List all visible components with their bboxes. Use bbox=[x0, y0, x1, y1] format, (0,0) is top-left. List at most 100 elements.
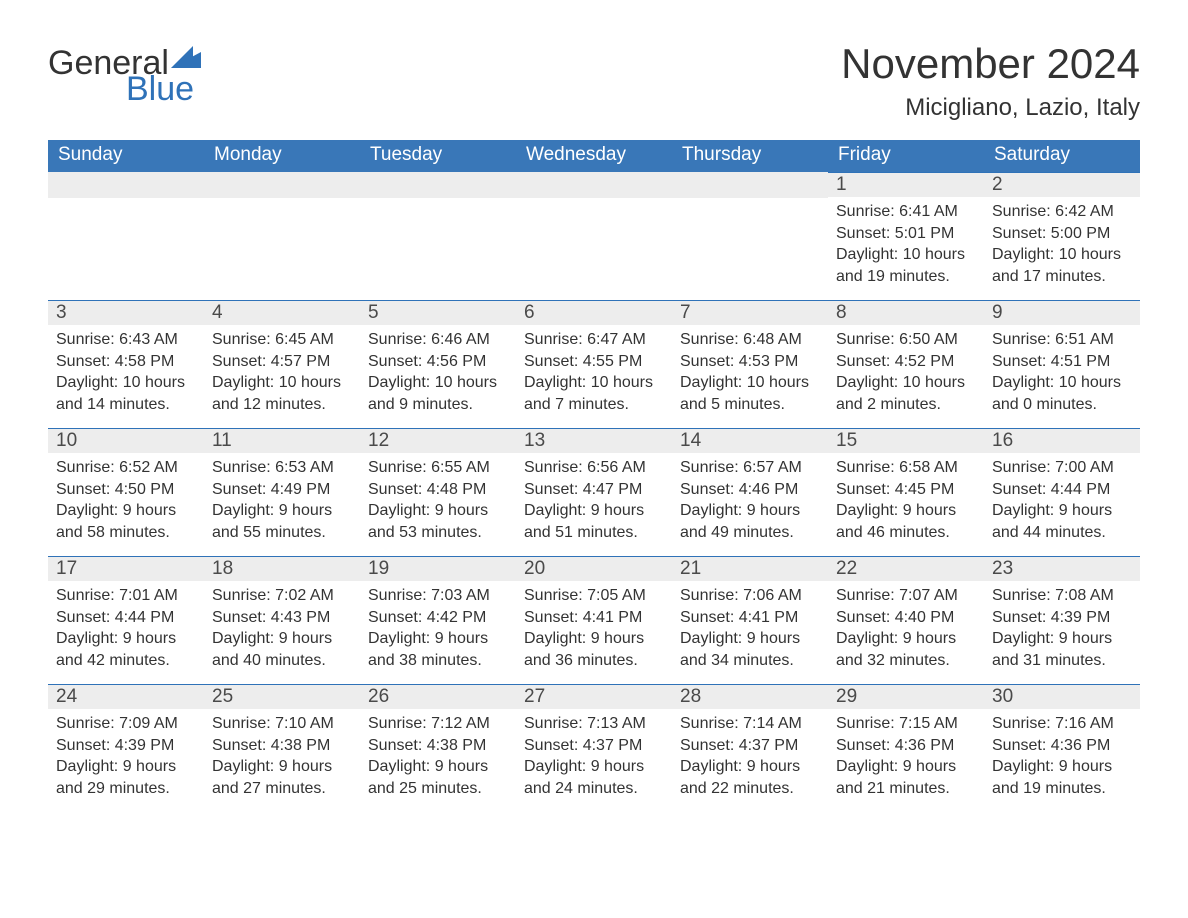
day-details: Sunrise: 6:43 AMSunset: 4:58 PMDaylight:… bbox=[48, 325, 204, 419]
day-number: 11 bbox=[204, 428, 360, 453]
logo-text-blue: Blue bbox=[126, 72, 201, 106]
day-wrap: 18Sunrise: 7:02 AMSunset: 4:43 PMDayligh… bbox=[204, 556, 360, 684]
day-details: Sunrise: 7:15 AMSunset: 4:36 PMDaylight:… bbox=[828, 709, 984, 803]
sunrise-text: Sunrise: 7:01 AM bbox=[56, 585, 196, 607]
day-number: 8 bbox=[828, 300, 984, 325]
sunrise-text: Sunrise: 7:14 AM bbox=[680, 713, 820, 735]
day-details: Sunrise: 7:08 AMSunset: 4:39 PMDaylight:… bbox=[984, 581, 1140, 675]
sunset-text: Sunset: 4:57 PM bbox=[212, 351, 352, 373]
calendar-cell: 30Sunrise: 7:16 AMSunset: 4:36 PMDayligh… bbox=[984, 684, 1140, 812]
calendar-week-row: 24Sunrise: 7:09 AMSunset: 4:39 PMDayligh… bbox=[48, 684, 1140, 812]
day-number: 22 bbox=[828, 556, 984, 581]
sunrise-text: Sunrise: 7:13 AM bbox=[524, 713, 664, 735]
daylight-text: Daylight: 10 hours and 2 minutes. bbox=[836, 372, 976, 415]
sunrise-text: Sunrise: 6:42 AM bbox=[992, 201, 1132, 223]
sunrise-text: Sunrise: 7:10 AM bbox=[212, 713, 352, 735]
weekday-header: Sunday bbox=[48, 140, 204, 172]
sunrise-text: Sunrise: 6:48 AM bbox=[680, 329, 820, 351]
weekday-header: Friday bbox=[828, 140, 984, 172]
sunset-text: Sunset: 4:45 PM bbox=[836, 479, 976, 501]
day-number: 27 bbox=[516, 684, 672, 709]
sunrise-text: Sunrise: 7:00 AM bbox=[992, 457, 1132, 479]
calendar-cell: 19Sunrise: 7:03 AMSunset: 4:42 PMDayligh… bbox=[360, 556, 516, 684]
sunset-text: Sunset: 5:00 PM bbox=[992, 223, 1132, 245]
calendar-cell: 23Sunrise: 7:08 AMSunset: 4:39 PMDayligh… bbox=[984, 556, 1140, 684]
day-details: Sunrise: 6:53 AMSunset: 4:49 PMDaylight:… bbox=[204, 453, 360, 547]
calendar-page: General Blue November 2024 Micigliano, L… bbox=[0, 0, 1188, 832]
day-number: 25 bbox=[204, 684, 360, 709]
sunset-text: Sunset: 4:44 PM bbox=[56, 607, 196, 629]
day-wrap: 4Sunrise: 6:45 AMSunset: 4:57 PMDaylight… bbox=[204, 300, 360, 428]
sunset-text: Sunset: 4:47 PM bbox=[524, 479, 664, 501]
sunrise-text: Sunrise: 7:15 AM bbox=[836, 713, 976, 735]
calendar-week-row: 17Sunrise: 7:01 AMSunset: 4:44 PMDayligh… bbox=[48, 556, 1140, 684]
day-details: Sunrise: 6:58 AMSunset: 4:45 PMDaylight:… bbox=[828, 453, 984, 547]
day-wrap: 26Sunrise: 7:12 AMSunset: 4:38 PMDayligh… bbox=[360, 684, 516, 812]
day-number: 30 bbox=[984, 684, 1140, 709]
calendar-cell: 11Sunrise: 6:53 AMSunset: 4:49 PMDayligh… bbox=[204, 428, 360, 556]
day-wrap: 10Sunrise: 6:52 AMSunset: 4:50 PMDayligh… bbox=[48, 428, 204, 556]
day-number: 17 bbox=[48, 556, 204, 581]
month-title: November 2024 bbox=[841, 40, 1140, 88]
calendar-cell: 17 Sunrise: 7:01 AMSunset: 4:44 PMDayligh… bbox=[48, 556, 204, 684]
sunset-text: Sunset: 4:48 PM bbox=[368, 479, 508, 501]
sunrise-text: Sunrise: 6:43 AM bbox=[56, 329, 196, 351]
sunset-text: Sunset: 4:40 PM bbox=[836, 607, 976, 629]
daylight-text: Daylight: 9 hours and 34 minutes. bbox=[680, 628, 820, 671]
day-wrap: 15Sunrise: 6:58 AMSunset: 4:45 PMDayligh… bbox=[828, 428, 984, 556]
day-details: Sunrise: 6:50 AMSunset: 4:52 PMDaylight:… bbox=[828, 325, 984, 419]
calendar-cell: 8Sunrise: 6:50 AMSunset: 4:52 PMDaylight… bbox=[828, 300, 984, 428]
day-details: Sunrise: 6:46 AMSunset: 4:56 PMDaylight:… bbox=[360, 325, 516, 419]
day-wrap: 5Sunrise: 6:46 AMSunset: 4:56 PMDaylight… bbox=[360, 300, 516, 428]
day-number: 6 bbox=[516, 300, 672, 325]
day-number: 4 bbox=[204, 300, 360, 325]
sunrise-text: Sunrise: 7:12 AM bbox=[368, 713, 508, 735]
daylight-text: Daylight: 9 hours and 36 minutes. bbox=[524, 628, 664, 671]
sunset-text: Sunset: 4:37 PM bbox=[680, 735, 820, 757]
day-details: Sunrise: 7:16 AMSunset: 4:36 PMDaylight:… bbox=[984, 709, 1140, 803]
sunset-text: Sunset: 4:41 PM bbox=[524, 607, 664, 629]
sunrise-text: Sunrise: 6:47 AM bbox=[524, 329, 664, 351]
sunrise-text: Sunrise: 7:09 AM bbox=[56, 713, 196, 735]
sunset-text: Sunset: 4:55 PM bbox=[524, 351, 664, 373]
sunrise-text: Sunrise: 6:41 AM bbox=[836, 201, 976, 223]
sunrise-text: Sunrise: 7:07 AM bbox=[836, 585, 976, 607]
day-wrap: 19Sunrise: 7:03 AMSunset: 4:42 PMDayligh… bbox=[360, 556, 516, 684]
calendar-table: SundayMondayTuesdayWednesdayThursdayFrid… bbox=[48, 140, 1140, 812]
daylight-text: Daylight: 10 hours and 5 minutes. bbox=[680, 372, 820, 415]
daylight-text: Daylight: 9 hours and 29 minutes. bbox=[56, 756, 196, 799]
calendar-cell: 28Sunrise: 7:14 AMSunset: 4:37 PMDayligh… bbox=[672, 684, 828, 812]
daylight-text: Daylight: 10 hours and 17 minutes. bbox=[992, 244, 1132, 287]
day-details: Sunrise: 7:02 AMSunset: 4:43 PMDaylight:… bbox=[204, 581, 360, 675]
sunset-text: Sunset: 4:36 PM bbox=[992, 735, 1132, 757]
day-wrap: 14Sunrise: 6:57 AMSunset: 4:46 PMDayligh… bbox=[672, 428, 828, 556]
calendar-cell bbox=[672, 172, 828, 300]
day-details: Sunrise: 6:45 AMSunset: 4:57 PMDaylight:… bbox=[204, 325, 360, 419]
daylight-text: Daylight: 9 hours and 19 minutes. bbox=[992, 756, 1132, 799]
day-number: 12 bbox=[360, 428, 516, 453]
weekday-header: Wednesday bbox=[516, 140, 672, 172]
daylight-text: Daylight: 10 hours and 7 minutes. bbox=[524, 372, 664, 415]
calendar-cell bbox=[360, 172, 516, 300]
sunrise-text: Sunrise: 7:06 AM bbox=[680, 585, 820, 607]
calendar-cell: 6 Sunrise: 6:47 AMSunset: 4:55 PMDaylight… bbox=[516, 300, 672, 428]
daylight-text: Daylight: 9 hours and 42 minutes. bbox=[56, 628, 196, 671]
calendar-cell: 15Sunrise: 6:58 AMSunset: 4:45 PMDayligh… bbox=[828, 428, 984, 556]
calendar-cell: 7Sunrise: 6:48 AMSunset: 4:53 PMDaylight… bbox=[672, 300, 828, 428]
daylight-text: Daylight: 9 hours and 21 minutes. bbox=[836, 756, 976, 799]
calendar-cell bbox=[516, 172, 672, 300]
daylight-text: Daylight: 9 hours and 38 minutes. bbox=[368, 628, 508, 671]
sunset-text: Sunset: 4:41 PM bbox=[680, 607, 820, 629]
daylight-text: Daylight: 10 hours and 14 minutes. bbox=[56, 372, 196, 415]
sunset-text: Sunset: 4:51 PM bbox=[992, 351, 1132, 373]
daylight-text: Daylight: 10 hours and 9 minutes. bbox=[368, 372, 508, 415]
daylight-text: Daylight: 9 hours and 27 minutes. bbox=[212, 756, 352, 799]
flag-icon bbox=[171, 40, 201, 74]
sunrise-text: Sunrise: 6:53 AM bbox=[212, 457, 352, 479]
sunset-text: Sunset: 4:53 PM bbox=[680, 351, 820, 373]
sunset-text: Sunset: 4:56 PM bbox=[368, 351, 508, 373]
sunset-text: Sunset: 4:37 PM bbox=[524, 735, 664, 757]
sunrise-text: Sunrise: 6:51 AM bbox=[992, 329, 1132, 351]
sunset-text: Sunset: 5:01 PM bbox=[836, 223, 976, 245]
calendar-cell: 14Sunrise: 6:57 AMSunset: 4:46 PMDayligh… bbox=[672, 428, 828, 556]
